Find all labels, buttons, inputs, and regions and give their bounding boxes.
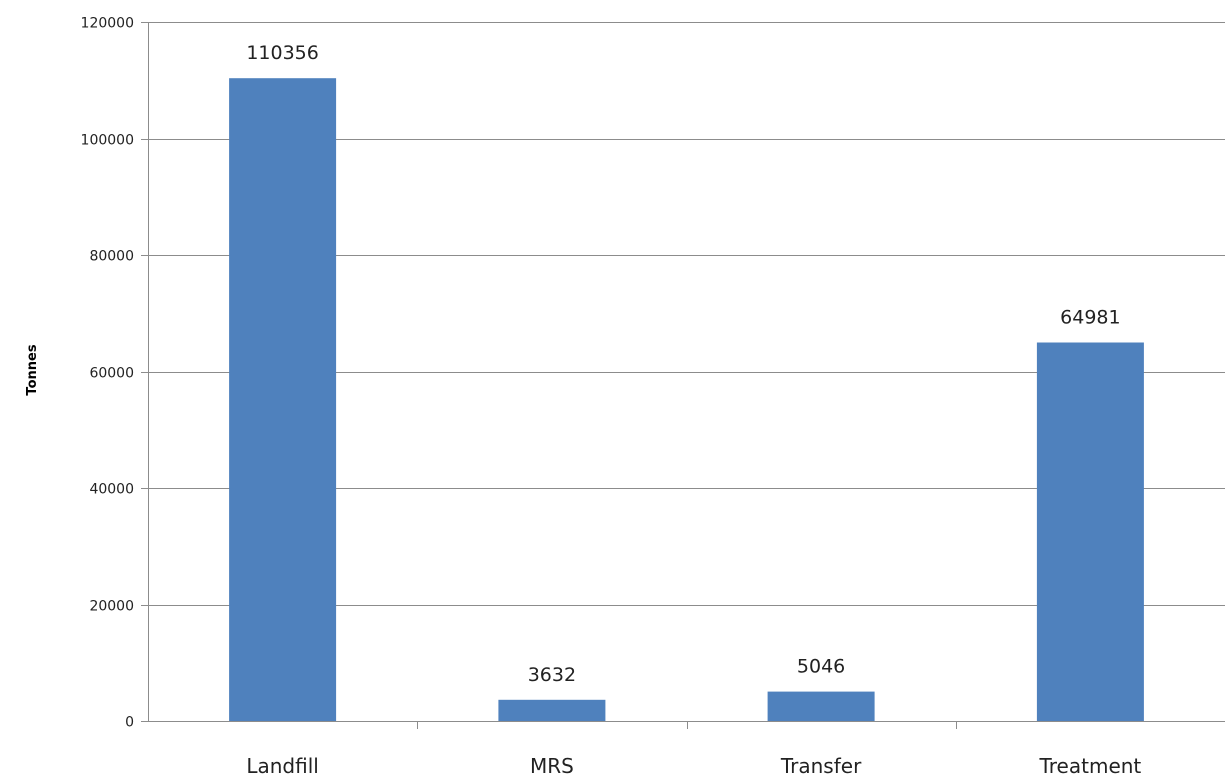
bar-transfer	[767, 691, 875, 721]
x-tick-label: Landfill	[246, 754, 318, 778]
x-tick-label: MRS	[530, 754, 574, 778]
x-tick-label: Treatment	[1039, 754, 1142, 778]
y-tick-labels: 0 20000 40000 60000 80000 100000 120000	[81, 16, 134, 731]
bar-landfill	[229, 78, 337, 721]
bar-mrs	[498, 699, 606, 721]
y-tick-label: 20000	[89, 599, 134, 615]
data-labels: 110356 3632 5046 64981	[246, 42, 1120, 686]
y-tick-label: 80000	[89, 249, 134, 265]
data-label: 110356	[246, 42, 319, 64]
x-tick-labels: Landfill MRS Transfer Treatment	[246, 754, 1141, 778]
y-tick-label: 100000	[81, 133, 134, 149]
data-label: 5046	[797, 656, 845, 678]
y-tick-label: 120000	[81, 16, 134, 32]
x-tick-label: Transfer	[780, 754, 862, 778]
y-tick-label: 40000	[89, 482, 134, 498]
bar-treatment	[1036, 342, 1144, 721]
y-axis-title: Tonnes	[25, 344, 40, 395]
data-label: 64981	[1060, 307, 1120, 329]
axes	[141, 22, 1225, 729]
y-tick-label: 60000	[89, 366, 134, 382]
data-label: 3632	[528, 664, 576, 686]
y-tick-label: 0	[125, 715, 134, 731]
bars	[229, 78, 1144, 721]
